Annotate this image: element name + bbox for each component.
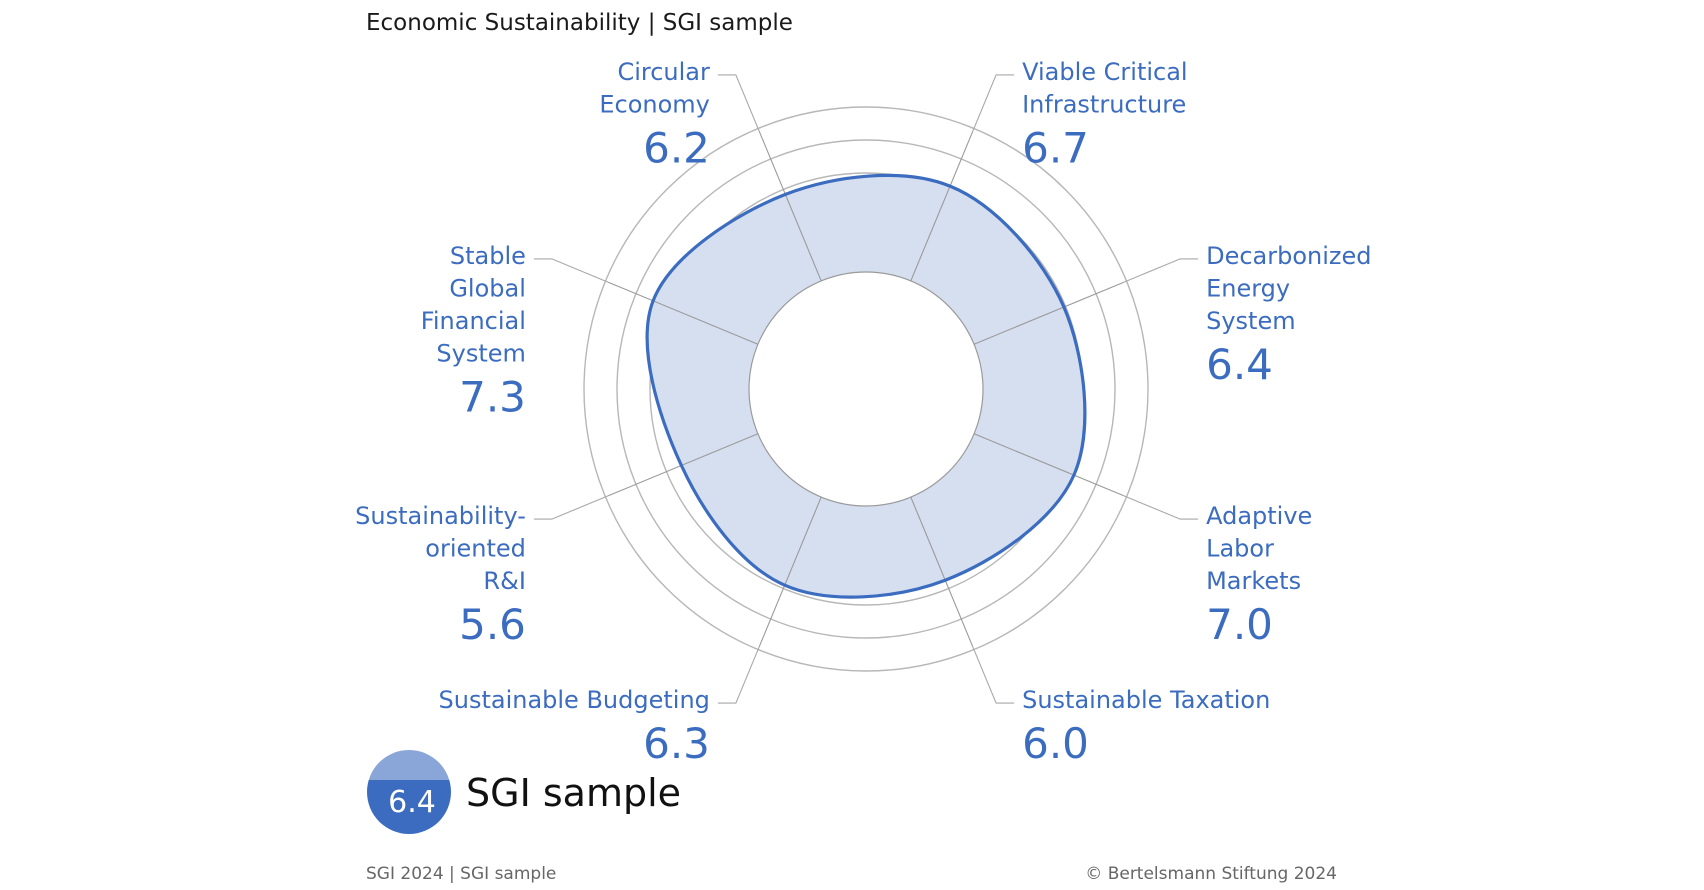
footer-source: SGI 2024 | SGI sample — [366, 864, 556, 884]
category-value: 6.0 — [1022, 719, 1089, 768]
leader-line — [717, 74, 760, 132]
category-name: Economy — [599, 90, 710, 118]
category-label-group: Circular Economy 6.2 — [599, 58, 710, 172]
category-label-group: Stable Global Financial System 7.3 — [421, 242, 526, 422]
leader-line — [533, 495, 609, 520]
category-name: Sustainability- — [355, 502, 526, 530]
center-hole — [748, 271, 984, 507]
axis-spoke — [607, 433, 759, 497]
category-name: Decarbonized — [1206, 242, 1371, 270]
grid-ring — [583, 106, 1149, 672]
category-name: Labor — [1206, 535, 1274, 563]
badge-top-half — [367, 750, 451, 780]
category-label-group: Sustainability-oriented R&I 5.6 — [355, 502, 526, 649]
category-value: 6.2 — [643, 123, 710, 172]
axis-spoke — [607, 281, 759, 345]
leader-line — [972, 74, 1015, 132]
overall-label: SGI sample — [466, 771, 681, 815]
overall-badge: 6.4 SGI sample — [367, 750, 681, 834]
leader-line — [1123, 258, 1199, 283]
category-labels: Circular Economy 6.2 Viable Critical Infrast… — [355, 58, 1371, 768]
category-name: Infrastructure — [1022, 90, 1186, 118]
category-name: Financial — [421, 307, 526, 335]
axis-spoke — [758, 496, 822, 648]
category-name: R&I — [483, 567, 525, 595]
category-label-group: Decarbonized Energy System 6.4 — [1206, 242, 1371, 389]
axis-spoke — [973, 433, 1125, 497]
axis-spoke — [758, 130, 822, 282]
category-label-group: Sustainable Taxation 6.0 — [1022, 686, 1270, 768]
category-name: System — [436, 339, 526, 367]
axis-spoke — [910, 130, 974, 282]
category-value: 6.3 — [643, 719, 710, 768]
leader-line — [972, 646, 1015, 704]
category-value: 5.6 — [459, 600, 526, 649]
leader-line — [717, 646, 760, 704]
leader-line — [533, 258, 609, 283]
category-label-group: Viable Critical Infrastructure 6.7 — [1022, 58, 1188, 172]
category-name: Stable — [450, 242, 526, 270]
chart-title: Economic Sustainability | SGI sample — [366, 10, 793, 36]
category-name: System — [1206, 307, 1296, 335]
category-label-group: Adaptive Labor Markets 7.0 — [1206, 502, 1312, 649]
category-name: oriented — [425, 535, 526, 563]
category-name: Markets — [1206, 567, 1301, 595]
category-value: 7.3 — [459, 372, 526, 421]
category-name: Viable Critical — [1022, 58, 1188, 86]
grid-ring — [616, 139, 1116, 639]
leader-line — [1123, 495, 1199, 520]
category-value: 6.7 — [1022, 123, 1089, 172]
category-label-group: Sustainable Budgeting 6.3 — [439, 686, 710, 768]
category-value: 6.4 — [1206, 340, 1273, 389]
axis-spoke — [973, 281, 1125, 345]
category-name: Adaptive — [1206, 502, 1312, 530]
category-value: 7.0 — [1206, 600, 1273, 649]
category-name: Circular — [617, 58, 710, 86]
overall-score: 6.4 — [388, 785, 436, 820]
category-name: Energy — [1206, 274, 1290, 302]
axis-spoke — [910, 496, 974, 648]
category-name: Sustainable Taxation — [1022, 686, 1270, 714]
footer-copyright: © Bertelsmann Stiftung 2024 — [1085, 864, 1337, 884]
category-name: Global — [449, 274, 526, 302]
category-name: Sustainable Budgeting — [439, 686, 710, 714]
axis-spokes — [533, 74, 1199, 704]
value-outline — [645, 173, 1087, 599]
